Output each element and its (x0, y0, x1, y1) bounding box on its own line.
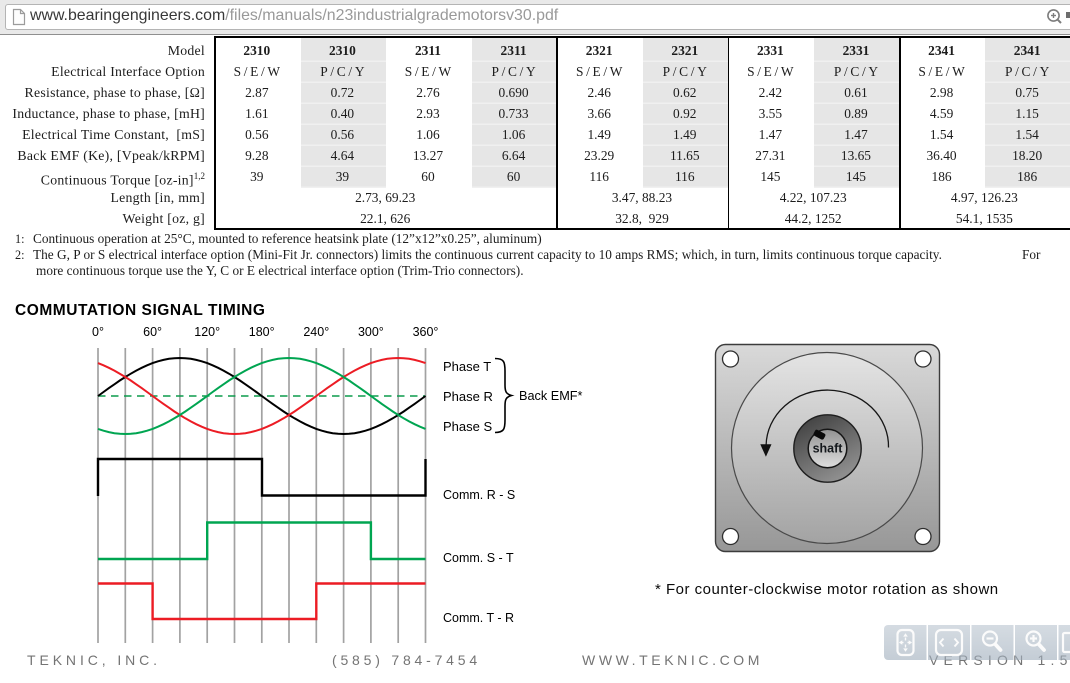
svg-text:shaft: shaft (813, 442, 844, 456)
